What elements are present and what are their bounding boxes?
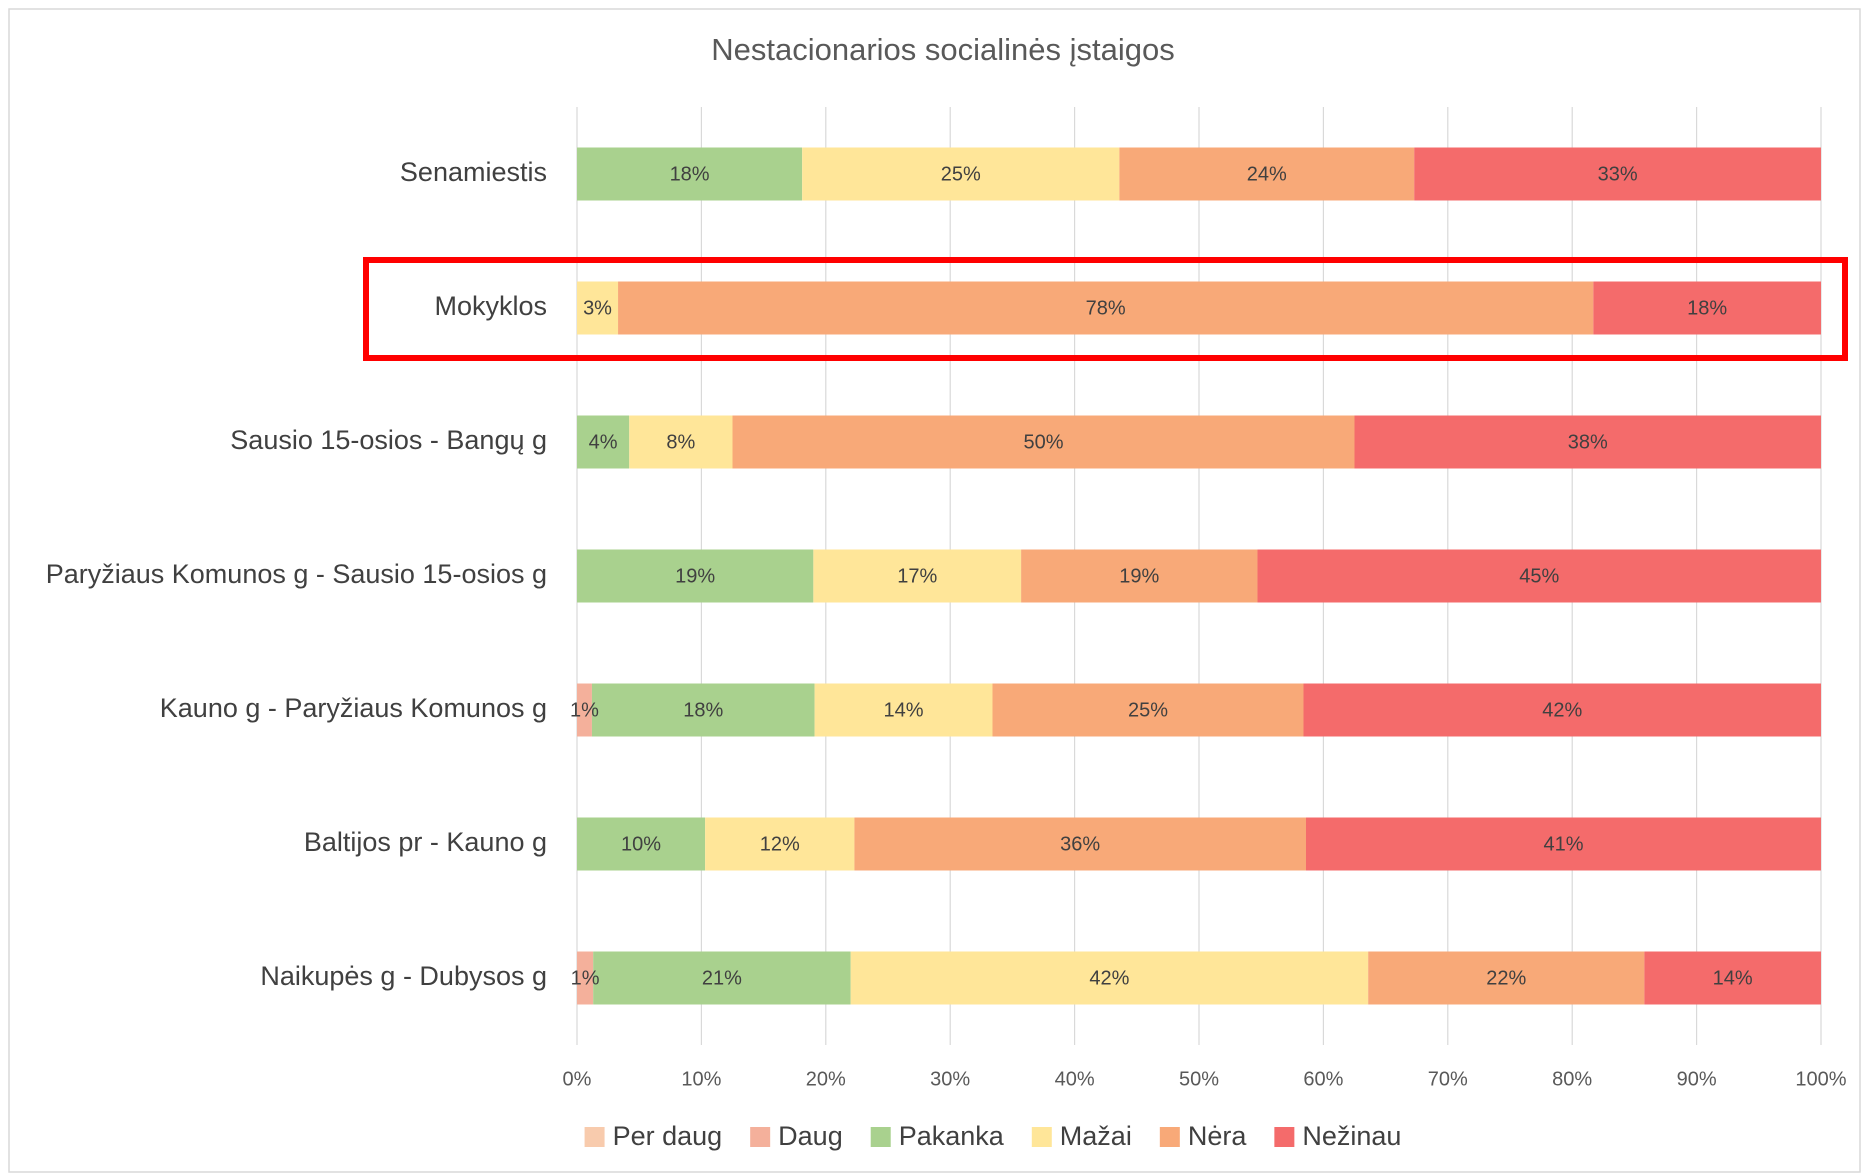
data-label: 19% [675, 565, 715, 587]
legend-label: Daug [778, 1121, 843, 1151]
bar-segment [629, 415, 733, 469]
y-tick-label: Mokyklos [434, 291, 547, 321]
legend-label: Mažai [1060, 1121, 1132, 1151]
bar-segment [1021, 549, 1258, 603]
bar-segment [577, 147, 803, 201]
legend-label: Pakanka [899, 1121, 1005, 1151]
data-label: 25% [1128, 699, 1168, 721]
bar-segment [593, 951, 851, 1005]
data-label: 12% [760, 833, 800, 855]
data-label: 18% [1687, 297, 1727, 319]
y-tick-label: Kauno g - Paryžiaus Komunos g [160, 693, 547, 723]
x-tick-label: 0% [563, 1068, 592, 1090]
bar-segment [814, 683, 993, 737]
bar-segment [577, 951, 594, 1005]
bar-segment [1257, 549, 1821, 603]
data-label: 42% [1542, 699, 1582, 721]
bar-segment [618, 281, 1594, 335]
bar-segment [577, 817, 706, 871]
data-label: 18% [683, 699, 723, 721]
legend-swatch [870, 1127, 891, 1147]
highlight-box [363, 257, 1848, 361]
bar-segment [732, 415, 1355, 469]
x-tick-label: 100% [1795, 1068, 1846, 1090]
data-label: 41% [1543, 833, 1583, 855]
chart-title: Nestacionarios socialinės įstaigos [711, 32, 1175, 67]
x-tick-label: 50% [1179, 1068, 1219, 1090]
legend-swatch [1159, 1127, 1180, 1147]
bar-segment [577, 683, 592, 737]
data-label: 14% [1713, 967, 1753, 989]
x-tick-label: 10% [681, 1068, 721, 1090]
bar-segment [1368, 951, 1645, 1005]
bar-segment [577, 415, 630, 469]
data-label: 1% [571, 967, 600, 989]
y-tick-label: Sausio 15-osios - Bangų g [230, 425, 547, 455]
data-label: 42% [1089, 967, 1129, 989]
data-label: 18% [670, 163, 710, 185]
data-label: 1% [570, 699, 599, 721]
legend-swatch [1031, 1127, 1052, 1147]
bar-segment [1644, 951, 1821, 1005]
bar-segment [802, 147, 1120, 201]
x-tick-label: 90% [1677, 1068, 1717, 1090]
bar-segment [813, 549, 1022, 603]
bar-segment [1414, 147, 1821, 201]
data-label: 21% [702, 967, 742, 989]
bar-segment [1119, 147, 1415, 201]
y-tick-label: Baltijos pr - Kauno g [304, 827, 547, 857]
legend-label: Nėra [1188, 1121, 1248, 1151]
data-label: 17% [897, 565, 937, 587]
legend-swatch [1274, 1127, 1295, 1147]
legend-swatch [750, 1127, 771, 1147]
bar-segment [1593, 281, 1821, 335]
bar-segment [854, 817, 1306, 871]
data-label: 10% [621, 833, 661, 855]
data-label: 25% [941, 163, 981, 185]
data-label: 78% [1086, 297, 1126, 319]
bar-segment [1303, 683, 1821, 737]
bar-segment [1305, 817, 1821, 871]
data-label: 3% [583, 297, 612, 319]
bar-segment [1354, 415, 1821, 469]
y-tick-label: Paryžiaus Komunos g - Sausio 15-osios g [46, 559, 547, 589]
data-label: 24% [1247, 163, 1287, 185]
bar-segment [591, 683, 815, 737]
data-label: 22% [1486, 967, 1526, 989]
x-tick-label: 30% [930, 1068, 970, 1090]
bar-segment [577, 281, 619, 335]
data-label: 4% [589, 431, 618, 453]
legend-label: Per daug [613, 1121, 723, 1151]
data-label: 50% [1023, 431, 1063, 453]
legend-swatch [584, 1127, 605, 1147]
x-tick-label: 80% [1552, 1068, 1592, 1090]
bar-segment [850, 951, 1369, 1005]
data-label: 36% [1060, 833, 1100, 855]
data-label: 8% [666, 431, 695, 453]
data-label: 19% [1119, 565, 1159, 587]
data-label: 45% [1519, 565, 1559, 587]
bar-segment [705, 817, 855, 871]
bar-segment [992, 683, 1304, 737]
x-tick-label: 60% [1303, 1068, 1343, 1090]
data-label: 14% [884, 699, 924, 721]
x-tick-label: 40% [1055, 1068, 1095, 1090]
bar-segment [577, 549, 814, 603]
data-label: 33% [1598, 163, 1638, 185]
y-tick-label: Naikupės g - Dubysos g [260, 961, 547, 991]
x-tick-label: 20% [806, 1068, 846, 1090]
data-label: 38% [1568, 431, 1608, 453]
x-tick-label: 70% [1428, 1068, 1468, 1090]
bars [577, 147, 1821, 1005]
y-tick-label: Senamiestis [400, 157, 547, 187]
legend-label: Nežinau [1302, 1121, 1401, 1151]
